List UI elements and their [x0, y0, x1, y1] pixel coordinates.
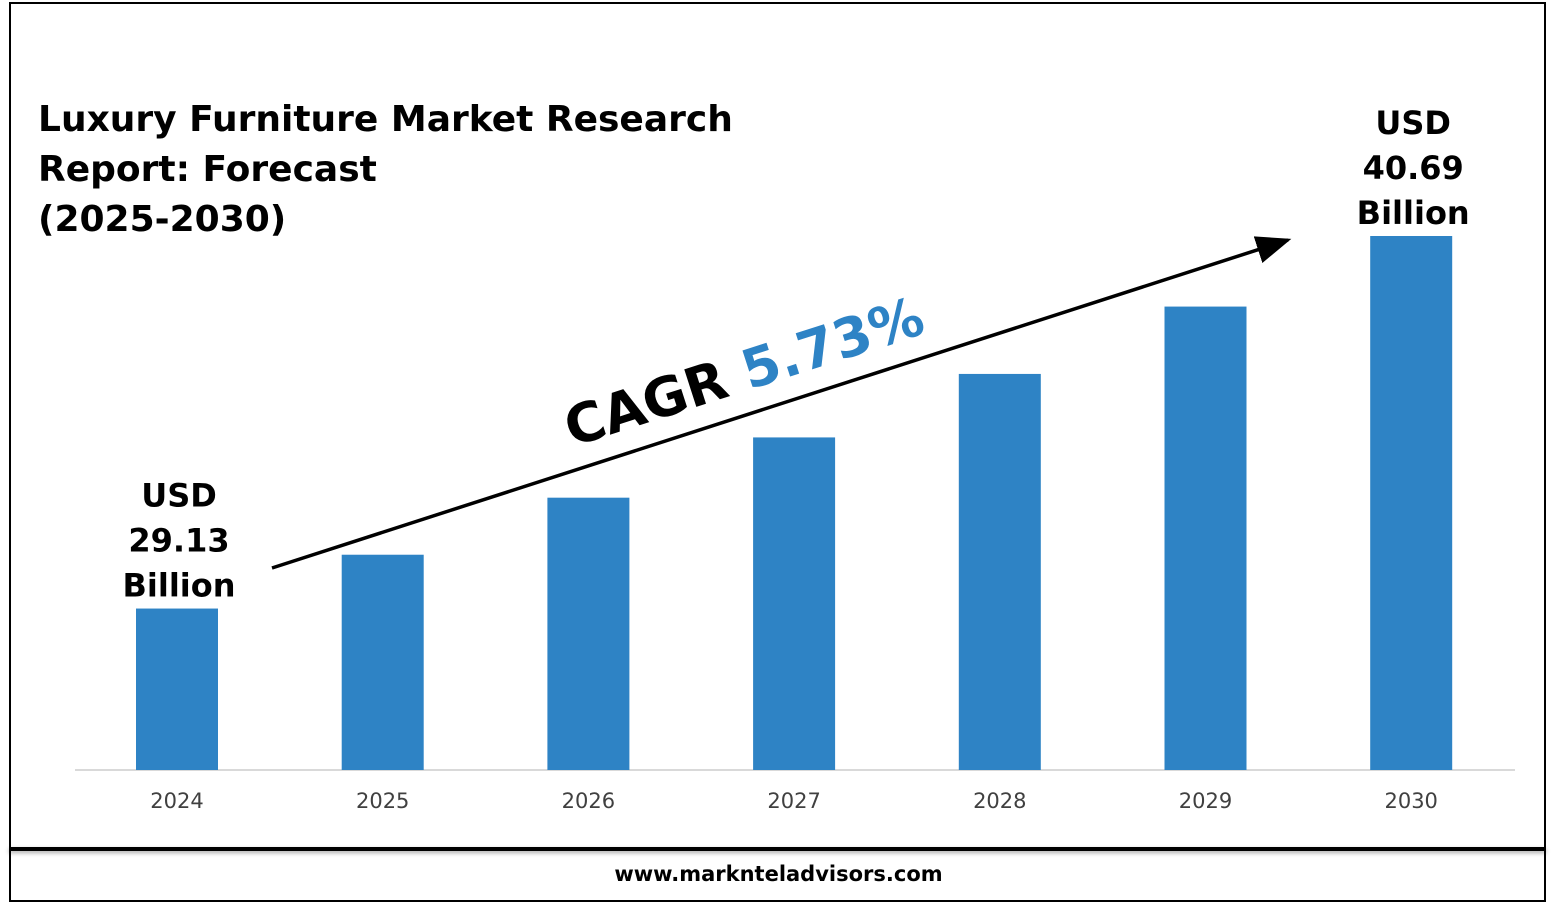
data-label-2024-line-2: 29.13	[128, 522, 229, 560]
chart-title: Luxury Furniture Market Research Report:…	[38, 95, 758, 245]
x-tick-2025: 2025	[356, 789, 409, 813]
bar-2028	[958, 373, 1041, 770]
x-tick-2028: 2028	[973, 789, 1026, 813]
footer-url: www.marknteladvisors.com	[614, 862, 943, 886]
cagr-value: 5.73%	[734, 285, 932, 403]
x-tick-2027: 2027	[767, 789, 820, 813]
data-label-2030-line-1: USD	[1375, 104, 1451, 142]
title-line-2: Report: Forecast	[38, 149, 377, 190]
bar-2025	[341, 554, 424, 770]
x-tick-2029: 2029	[1179, 789, 1232, 813]
title-line-3: (2025-2030)	[38, 199, 287, 240]
cagr-prefix: CAGR	[557, 342, 753, 459]
data-label-2024-line-1: USD	[141, 477, 217, 515]
cagr-arrow	[271, 236, 1292, 570]
data-label-2024-line-3: Billion	[122, 567, 235, 605]
title-line-1: Luxury Furniture Market Research	[38, 99, 733, 140]
bar-2024	[136, 608, 218, 770]
x-tick-2024: 2024	[150, 789, 203, 813]
bar-2029	[1164, 306, 1247, 770]
x-tick-2030: 2030	[1384, 789, 1437, 813]
data-label-2030-line-2: 40.69	[1363, 149, 1464, 187]
bar-2030	[1370, 236, 1453, 770]
data-label-2030-line-3: Billion	[1357, 194, 1470, 232]
x-tick-2026: 2026	[562, 789, 615, 813]
bar-2027	[753, 437, 836, 770]
bar-2026	[547, 497, 630, 770]
footer-divider	[9, 847, 1546, 851]
